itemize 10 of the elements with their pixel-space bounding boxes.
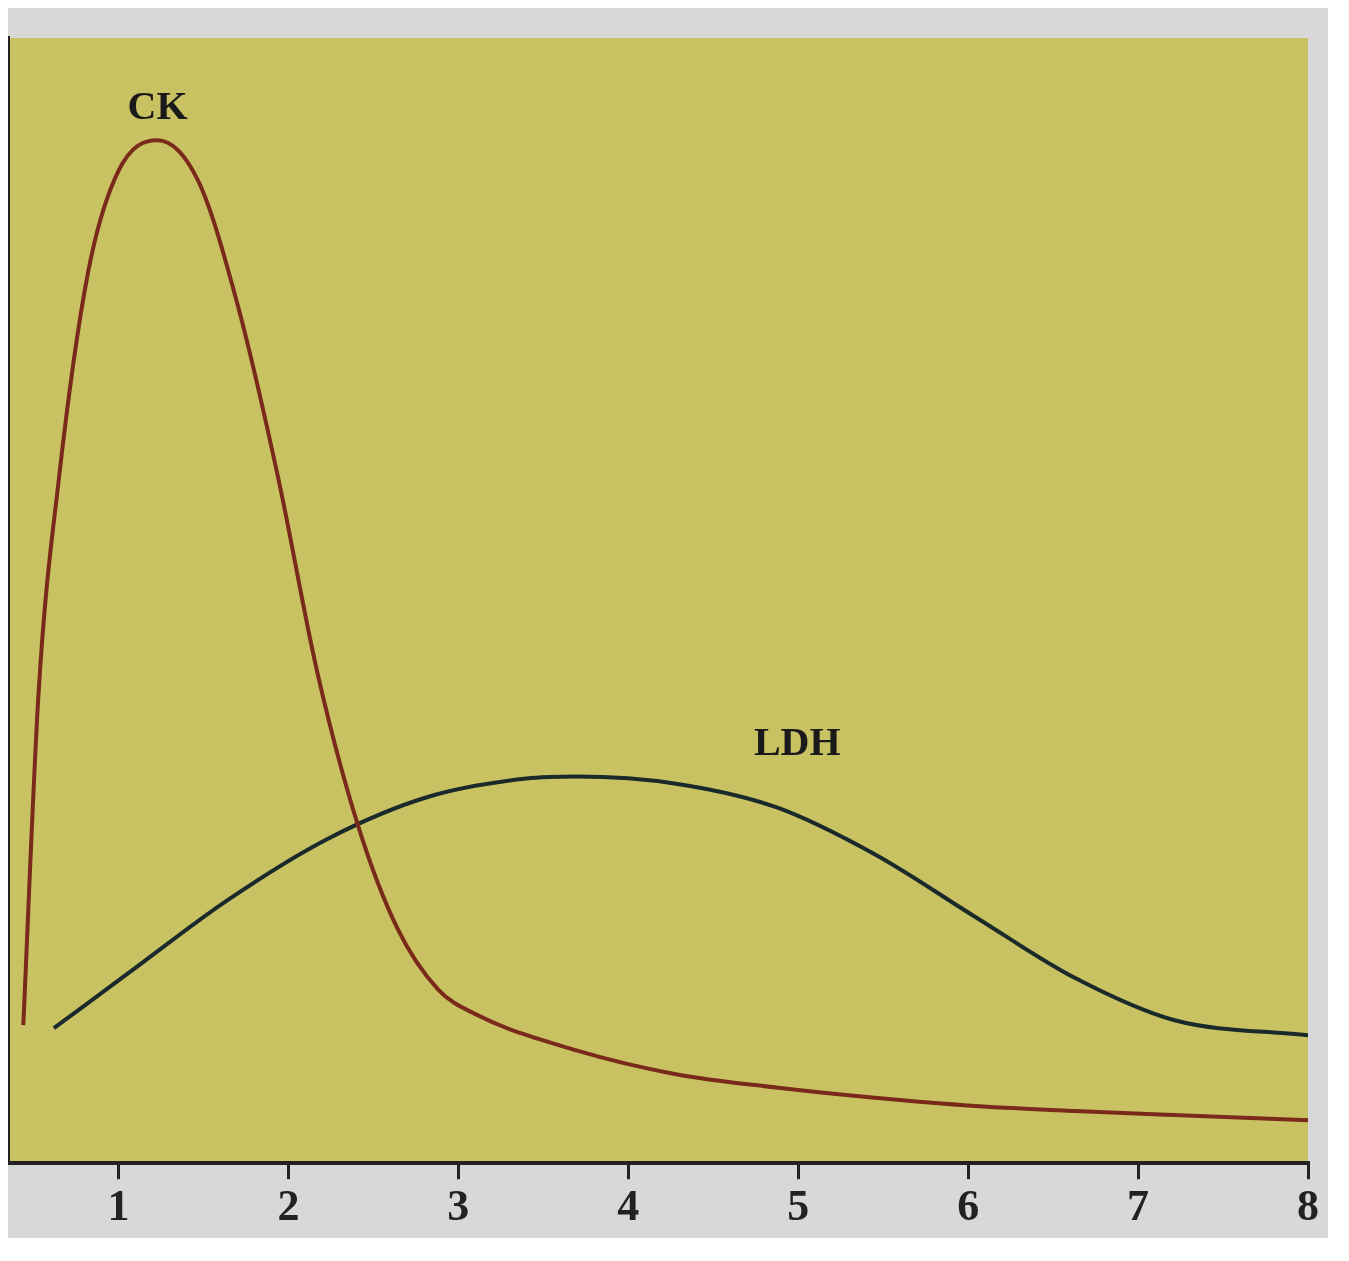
x-tick-label: 1 xyxy=(107,1180,130,1230)
x-tick-label: 2 xyxy=(277,1180,300,1230)
x-tick-label: 4 xyxy=(617,1180,640,1230)
series-label: CK xyxy=(127,82,188,128)
x-tick-label: 3 xyxy=(447,1180,470,1230)
x-tick-label: 5 xyxy=(787,1180,810,1230)
x-tick-label: 7 xyxy=(1127,1180,1150,1230)
x-tick-label: 6 xyxy=(957,1180,980,1230)
series-label: LDH xyxy=(753,718,841,764)
x-tick-label: 8 xyxy=(1297,1180,1319,1230)
